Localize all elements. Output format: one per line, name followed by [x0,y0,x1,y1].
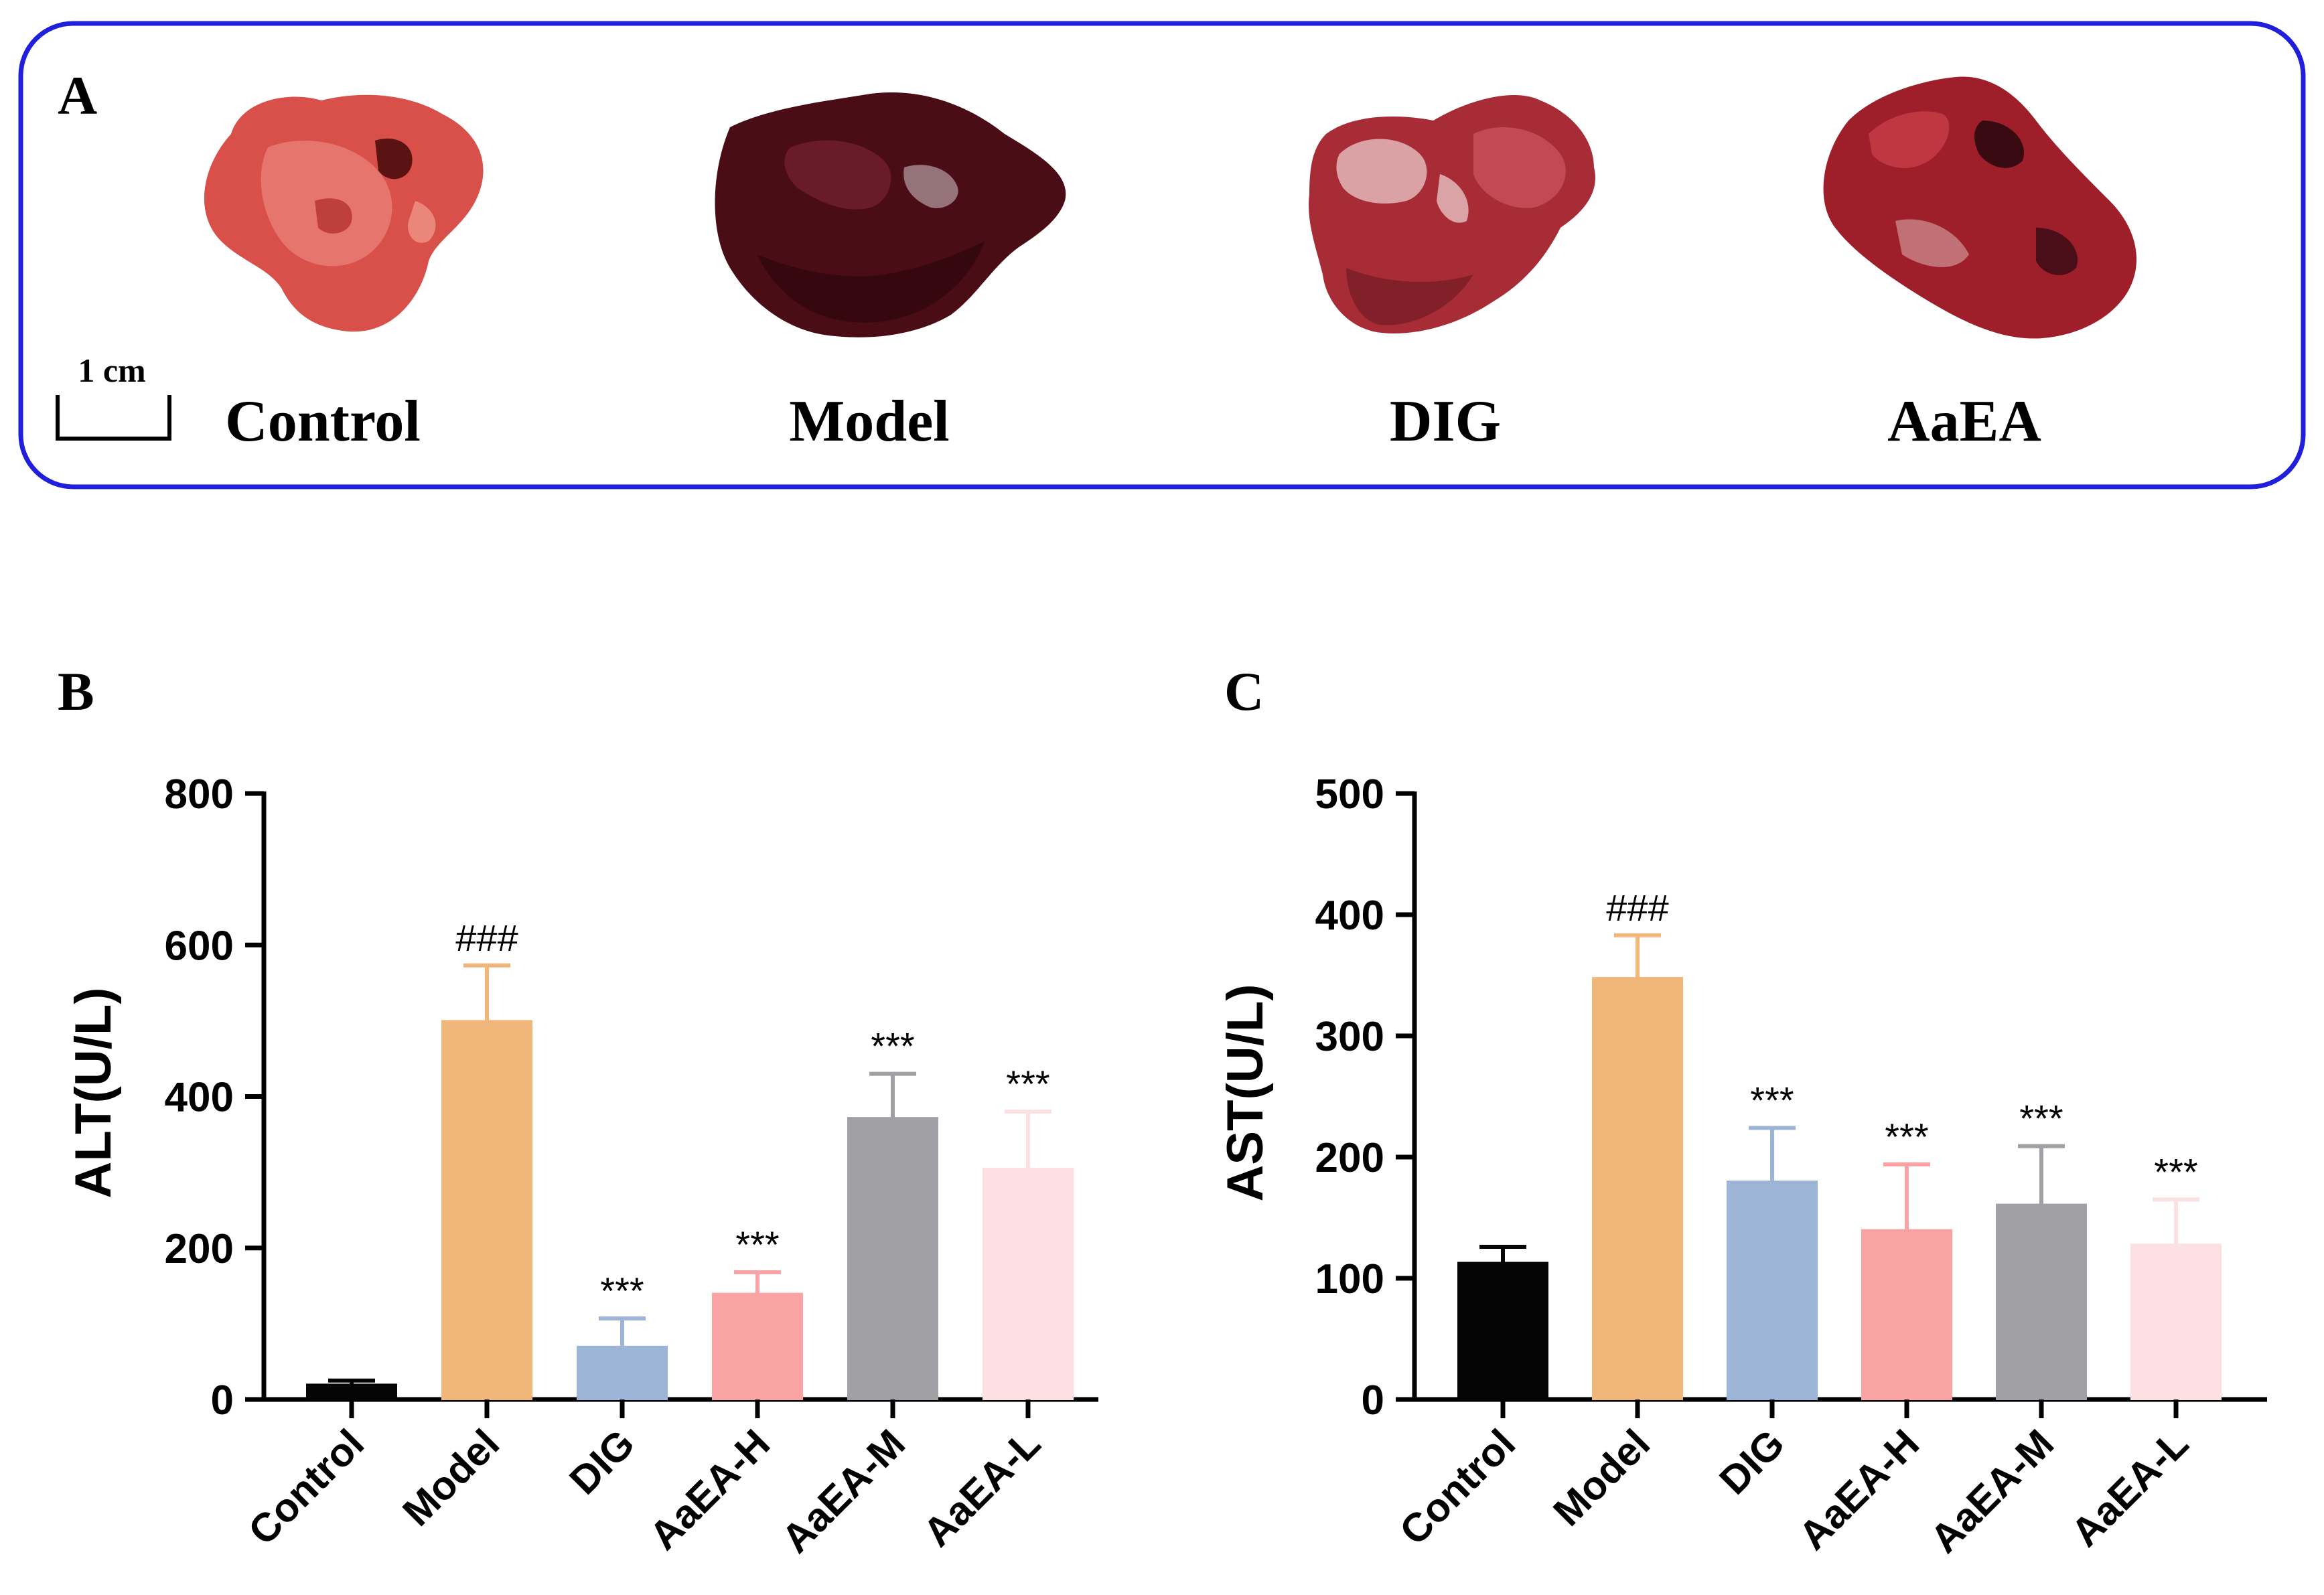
x-tick-label: AaEA-L [915,1421,1049,1555]
chart-b: 0 200 400 600 800 Control ### Model *** DIG *** AaE… [165,771,1098,1562]
y-tick-label: 400 [1315,893,1384,939]
bar-annotation: ### [1606,887,1668,929]
bar [306,1383,397,1400]
x-tick-label: AaEA-M [773,1421,914,1562]
bar [1996,1203,2087,1400]
bar-annotation: *** [600,1270,644,1312]
tissue-model-image [715,92,1066,337]
bar-annotation: *** [735,1223,779,1266]
panel-a: A [18,21,2306,489]
x-tick-label: Model [394,1421,508,1535]
bar-annotation: *** [1750,1079,1794,1122]
y-tick-label: 100 [1315,1256,1384,1302]
bar [712,1292,803,1400]
scale-bar: 1 cm [56,352,171,441]
y-tick-label: 600 [165,923,234,969]
bar-annotation: *** [1006,1063,1049,1105]
bar [1861,1229,1952,1400]
sample-label-control: Control [225,389,421,454]
sample-label-dig: DIG [1390,389,1501,454]
bar [983,1167,1074,1400]
y-tick-label: 0 [211,1377,234,1424]
x-tick-label: AaEA-H [1790,1421,1928,1558]
y-tick-label: 300 [1315,1014,1384,1060]
x-tick-label: Control [1391,1421,1524,1553]
bar-annotation: *** [1885,1116,1928,1158]
bar-annotation: *** [2019,1097,2063,1140]
y-tick-label: 200 [1315,1135,1384,1181]
bar [577,1345,668,1400]
panel-b: B ALT(U/L) 0 200 400 600 800 Control ### Model *… [58,661,1098,1562]
panel-b-label: B [58,661,94,722]
bar [1457,1262,1548,1400]
bar-annotation: *** [2154,1150,2197,1193]
panel-a-border [18,21,2306,489]
y-tick-label: 500 [1315,771,1384,818]
x-tick-label: AaEA-H [641,1421,778,1558]
x-tick-label: DIG [561,1421,643,1503]
x-tick-label: DIG [1711,1421,1793,1503]
tissue-control-image [204,94,484,332]
bar [1592,977,1683,1400]
tissue-dig-image [1309,94,1595,333]
y-tick-label: 400 [165,1075,234,1121]
x-tick-label: AaEA-M [1921,1421,2062,1562]
x-tick-label: Model [1544,1421,1658,1535]
panel-c-label: C [1224,661,1264,722]
tissue-aaea-image [1823,76,2136,339]
panel-a-label: A [58,65,97,126]
bar [441,1020,532,1400]
sample-label-aaea: AaEA [1887,389,2041,454]
bar [2130,1243,2222,1400]
y-tick-label: 0 [1362,1377,1384,1424]
chart-c-ylabel: AST(U/L) [1217,984,1274,1201]
chart-b-ylabel: ALT(U/L) [65,987,122,1198]
bar-annotation: *** [871,1025,914,1067]
x-tick-label: Control [240,1421,372,1553]
y-tick-label: 200 [165,1226,234,1272]
bar [847,1117,938,1401]
sample-label-model: Model [789,389,950,454]
y-tick-label: 800 [165,771,234,818]
bar [1727,1181,1818,1400]
x-tick-label: AaEA-L [2063,1421,2197,1555]
scale-bar-label: 1 cm [78,352,145,389]
chart-c: 0 100 200 300 400 500 Control ### Model *** DIG ***… [1315,771,2267,1562]
bar-annotation: ### [455,917,518,959]
panel-c: C AST(U/L) 0 100 200 300 400 500 Control ### Mod… [1217,661,2267,1562]
